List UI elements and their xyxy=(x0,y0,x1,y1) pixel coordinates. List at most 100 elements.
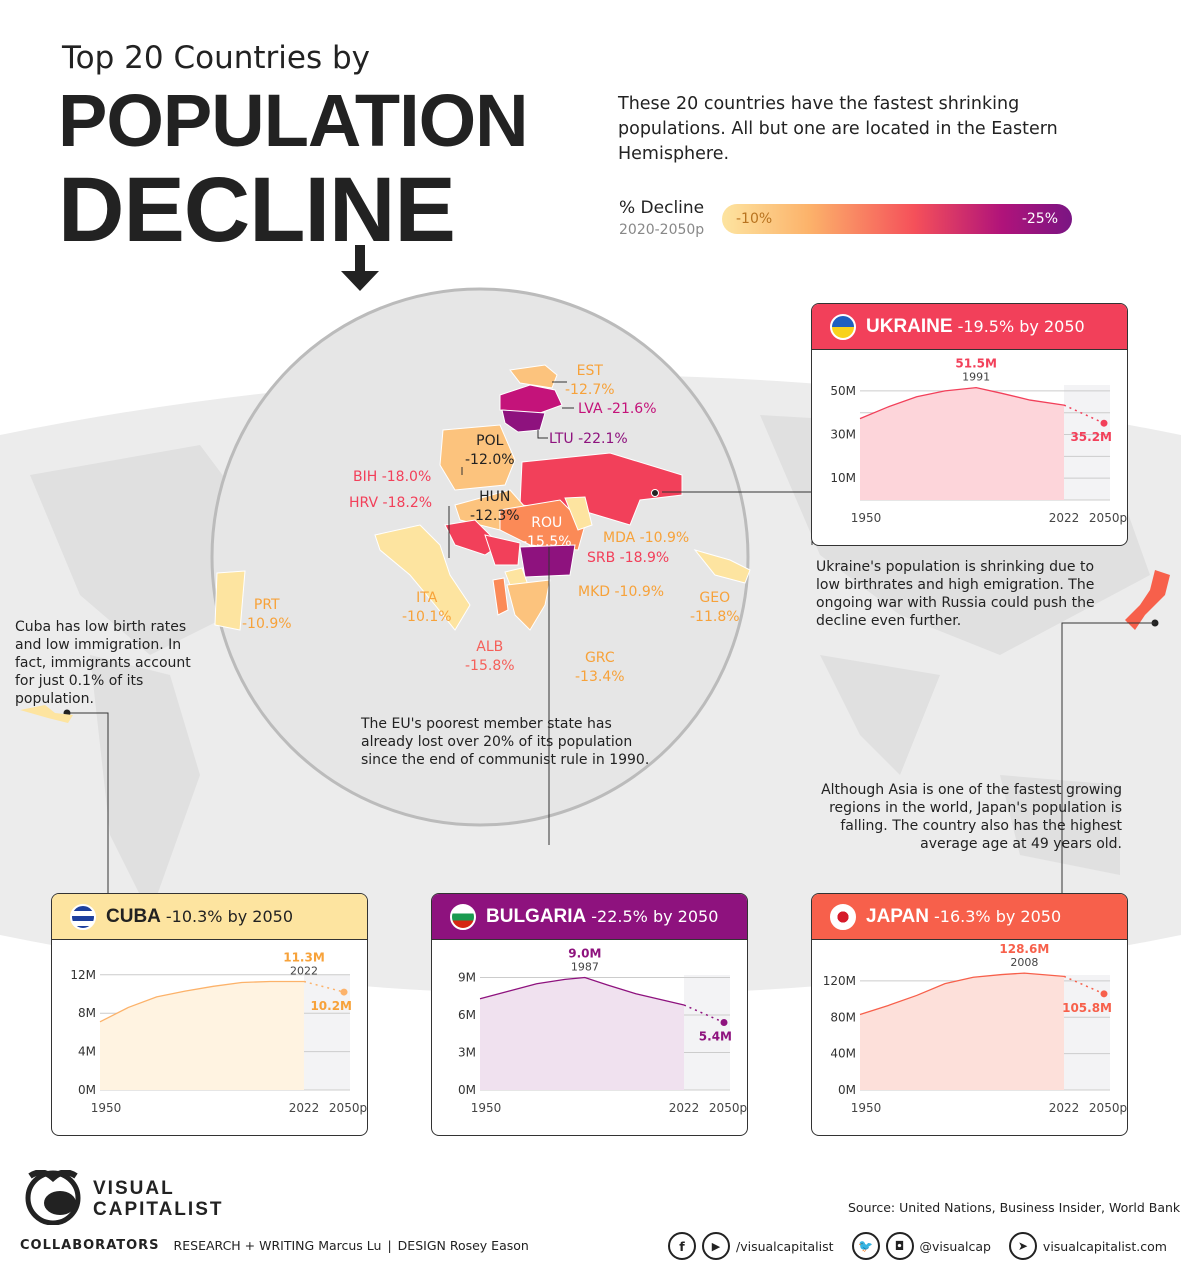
y-tick-label: 10M xyxy=(830,471,856,485)
y-tick-label: 30M xyxy=(830,428,856,442)
series-line xyxy=(859,386,1065,420)
x-tick-label: 1950 xyxy=(91,1101,122,1115)
japan-card: JAPAN -16.3% by 2050 120M 80M 40M 0M 105.8M 128… xyxy=(811,893,1128,1136)
x-tick-label: 1950 xyxy=(471,1101,502,1115)
peak-year-label: 1987 xyxy=(571,961,599,974)
country-srb xyxy=(484,534,521,566)
y-tick-label: 8M xyxy=(78,1006,96,1020)
label-lva-code: LVA xyxy=(578,401,603,417)
japan-note: Although Asia is one of the fastest grow… xyxy=(821,782,1122,852)
twitter-instagram-handle[interactable]: @visualcap xyxy=(919,1238,991,1254)
label-grc-value: -13.4% xyxy=(575,669,625,685)
twitter-icon[interactable]: 🐦 xyxy=(851,1232,880,1260)
label-mda-value: -10.9% xyxy=(639,530,690,546)
peak-value-label: 9.0M xyxy=(568,947,601,961)
source-text: Source: United Nations, Business Insider… xyxy=(848,1200,1181,1215)
area-fill xyxy=(860,387,1064,500)
label-geo-value: -11.8% xyxy=(690,609,740,625)
y-tick-label: 12M xyxy=(70,968,96,982)
peak-value-label: 51.5M xyxy=(955,357,997,371)
country-prt xyxy=(214,570,246,631)
cuba-card-header: CUBA -10.3% by 2050 xyxy=(52,894,367,940)
design-credit: DESIGN Rosey Eason xyxy=(397,1238,529,1253)
peak-value-label: 128.6M xyxy=(999,942,1049,956)
cuba-name: CUBA xyxy=(106,905,161,927)
label-pol-code: POL xyxy=(476,433,504,449)
down-arrow-icon xyxy=(341,245,379,291)
peak-year-label: 2022 xyxy=(290,965,318,978)
label-alb-value: -15.8% xyxy=(465,658,515,674)
europe-zoom-circle xyxy=(210,287,751,845)
y-tick-label: 80M xyxy=(830,1010,856,1024)
label-geo-code: GEO xyxy=(699,590,731,606)
label-mkd-code: MKD xyxy=(578,584,611,600)
cuba-decline: -10.3% by 2050 xyxy=(165,907,294,926)
peak-year-label: 1991 xyxy=(962,371,990,384)
collaborators-label: COLLABORATORS xyxy=(20,1238,160,1253)
cursor-icon[interactable]: ➤ xyxy=(1008,1232,1037,1260)
cuba-note: Cuba has low birth rates and low immigra… xyxy=(15,619,191,707)
facebook-youtube-handle[interactable]: /visualcapitalist xyxy=(736,1238,834,1254)
japan-name: JAPAN xyxy=(866,905,929,927)
label-hrv-code: HRV xyxy=(349,495,379,511)
label-est-value: -12.7% xyxy=(565,382,615,398)
title-line-2: POPULATION xyxy=(58,79,529,162)
x-tick-label: 2022 xyxy=(289,1101,320,1115)
label-srb-code: SRB xyxy=(587,550,616,566)
website-link[interactable]: visualcapitalist.com xyxy=(1042,1238,1167,1254)
x-tick-label: 1950 xyxy=(851,511,882,525)
label-ltu-value: -22.1% xyxy=(578,431,628,447)
peak-value-label: 11.3M xyxy=(283,951,325,965)
legend-sublabel: 2020-2050p xyxy=(619,222,705,238)
y-tick-label: 3M xyxy=(458,1046,476,1060)
y-tick-label: 0M xyxy=(838,1083,856,1097)
projection-line xyxy=(303,980,345,993)
label-prt-code: PRT xyxy=(253,597,280,613)
ukraine-card-header: UKRAINE -19.5% by 2050 xyxy=(812,304,1127,350)
brand-line-1: VISUAL xyxy=(93,1178,175,1199)
bulgaria-card: BULGARIA -22.5% by 2050 9M 6M 3M 0M 5.4M 9.0M 19… xyxy=(431,893,748,1136)
japan-flag-icon xyxy=(830,903,856,930)
label-prt-value: -10.9% xyxy=(242,616,292,632)
area-fill xyxy=(480,977,684,1090)
legend-min: -10% xyxy=(736,211,773,227)
country-alb xyxy=(492,577,509,616)
title-line-3: DECLINE xyxy=(58,159,456,261)
x-tick-label: 2022 xyxy=(1049,511,1080,525)
label-hrv-value: -18.2% xyxy=(382,495,433,511)
x-tick-label: 2050p xyxy=(329,1101,367,1115)
ukraine-name: UKRAINE xyxy=(866,315,953,337)
y-tick-label: 4M xyxy=(78,1045,96,1059)
x-tick-label: 2022 xyxy=(1049,1101,1080,1115)
credit-separator: | xyxy=(387,1238,392,1253)
intro-text: These 20 countries have the fastest shri… xyxy=(618,94,1058,164)
bulgaria-flag-icon xyxy=(450,903,476,930)
bulgaria-note: The EU's poorest member state has alread… xyxy=(361,716,650,768)
bulgaria-name: BULGARIA xyxy=(486,905,587,927)
instagram-icon[interactable]: ◘ xyxy=(885,1232,914,1260)
japan-card-header: JAPAN -16.3% by 2050 xyxy=(812,894,1127,940)
bulgaria-card-header: BULGARIA -22.5% by 2050 xyxy=(432,894,747,940)
ukraine-flag-icon xyxy=(830,313,856,340)
title-line-1: Top 20 Countries by xyxy=(62,40,370,76)
youtube-icon[interactable]: ▶ xyxy=(702,1232,730,1260)
label-mda-code: MDA xyxy=(603,530,636,546)
label-srb-value: -18.9% xyxy=(619,550,670,566)
y-tick-label: 0M xyxy=(458,1083,476,1097)
projection-region xyxy=(1064,385,1110,500)
label-rou-value: -15.5% xyxy=(522,534,572,550)
projection-line xyxy=(1063,404,1105,424)
label-hun-value: -12.3% xyxy=(470,508,520,524)
label-bih-code: BIH xyxy=(353,469,378,485)
facebook-icon[interactable]: f xyxy=(668,1232,696,1260)
projection-region xyxy=(684,975,730,1090)
visual-capitalist-logo-icon xyxy=(25,1170,81,1225)
country-bgr xyxy=(519,544,576,578)
label-bih-value: -18.0% xyxy=(381,469,432,485)
label-hun-code: HUN xyxy=(479,489,511,505)
label-alb-code: ALB xyxy=(476,639,504,655)
projection-label: 35.2M xyxy=(1070,430,1112,444)
research-credit: RESEARCH + WRITING Marcus Lu xyxy=(173,1238,382,1253)
